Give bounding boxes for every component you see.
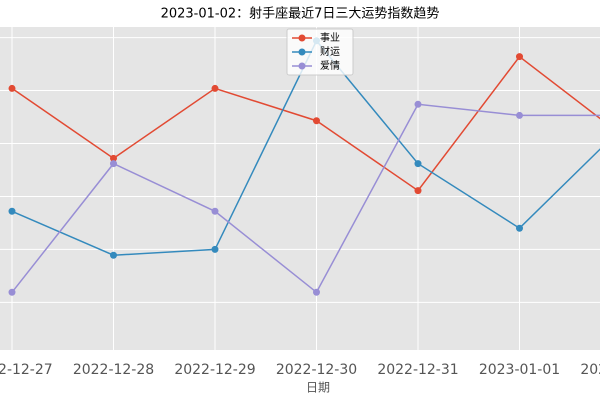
data-point bbox=[313, 288, 320, 296]
data-point bbox=[414, 160, 422, 168]
legend-label: 爱情 bbox=[320, 59, 340, 72]
legend-label: 事业 bbox=[320, 31, 340, 44]
data-point bbox=[516, 111, 523, 119]
x-tick-label: 2023-01-02 bbox=[580, 362, 600, 378]
data-point bbox=[516, 53, 523, 61]
data-point bbox=[211, 84, 219, 92]
x-tick-label: 2022-12-27 bbox=[0, 362, 53, 378]
legend-label: 财运 bbox=[320, 45, 340, 58]
legend-marker bbox=[298, 62, 306, 70]
x-tick-label: 2022-12-29 bbox=[174, 362, 255, 378]
x-axis-label: 日期 bbox=[306, 381, 330, 395]
data-point bbox=[414, 187, 422, 195]
chart-title: 2023-01-02：射手座最近7日三大运势指数趋势 bbox=[161, 6, 440, 22]
data-point bbox=[110, 154, 117, 162]
x-tick-label: 2022-12-28 bbox=[73, 362, 154, 378]
data-point bbox=[414, 100, 422, 108]
data-point bbox=[313, 117, 320, 125]
data-point bbox=[516, 224, 523, 232]
plot-area bbox=[0, 27, 600, 350]
x-tick-label: 2022-12-30 bbox=[276, 362, 357, 378]
data-point bbox=[8, 207, 16, 215]
x-tick-label: 2022-12-31 bbox=[377, 362, 458, 378]
data-point bbox=[8, 288, 16, 296]
data-point bbox=[110, 251, 117, 259]
data-point bbox=[110, 160, 117, 168]
legend-marker bbox=[298, 34, 306, 42]
data-point bbox=[211, 245, 219, 253]
x-tick-label: 2023-01-01 bbox=[479, 362, 560, 378]
legend-marker bbox=[298, 48, 306, 56]
data-point bbox=[211, 207, 219, 215]
data-point bbox=[8, 84, 16, 92]
